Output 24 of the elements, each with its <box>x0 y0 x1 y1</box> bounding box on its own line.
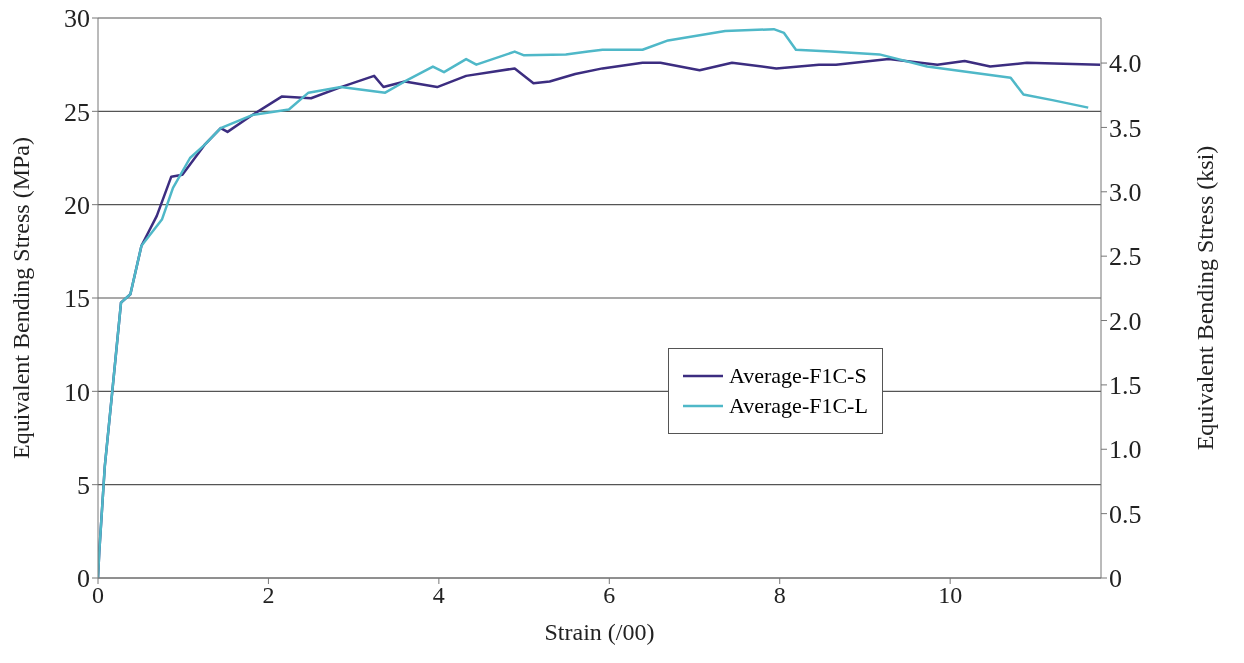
y2-tick-label: 1.5 <box>1109 371 1142 401</box>
y-tick-label: 25 <box>64 97 90 127</box>
legend-label: Average-F1C-L <box>729 393 868 419</box>
y2-tick-label: 0.5 <box>1109 499 1142 529</box>
x-tick-label: 2 <box>262 582 275 609</box>
y2-tick-label: 1.0 <box>1109 435 1142 465</box>
x-tick-label: 6 <box>603 582 616 609</box>
y2-tick-label: 4.0 <box>1109 49 1142 79</box>
x-tick-label: 10 <box>938 582 963 609</box>
y-tick-label: 20 <box>64 190 90 220</box>
y-tick-label: 30 <box>64 4 90 34</box>
y-tick-label: 5 <box>77 470 90 500</box>
legend-label: Average-F1C-S <box>729 363 867 389</box>
y-tick-label: 15 <box>64 284 90 314</box>
y-tick-label: 10 <box>64 377 90 407</box>
y2-axis-title: Equivalent Bending Stress (ksi) <box>1191 145 1218 451</box>
y2-tick-label: 3.0 <box>1109 178 1142 208</box>
y2-tick-label: 2.0 <box>1109 306 1142 336</box>
y2-tick-label: 2.5 <box>1109 242 1142 272</box>
x-tick-label: 4 <box>432 582 445 609</box>
y2-tick-label: 3.5 <box>1109 113 1142 143</box>
y-axis-title: Equivalent Bending Stress (MPa) <box>7 137 34 459</box>
x-tick-label: 8 <box>773 582 786 609</box>
x-axis-title: Strain (/00) <box>544 619 655 645</box>
